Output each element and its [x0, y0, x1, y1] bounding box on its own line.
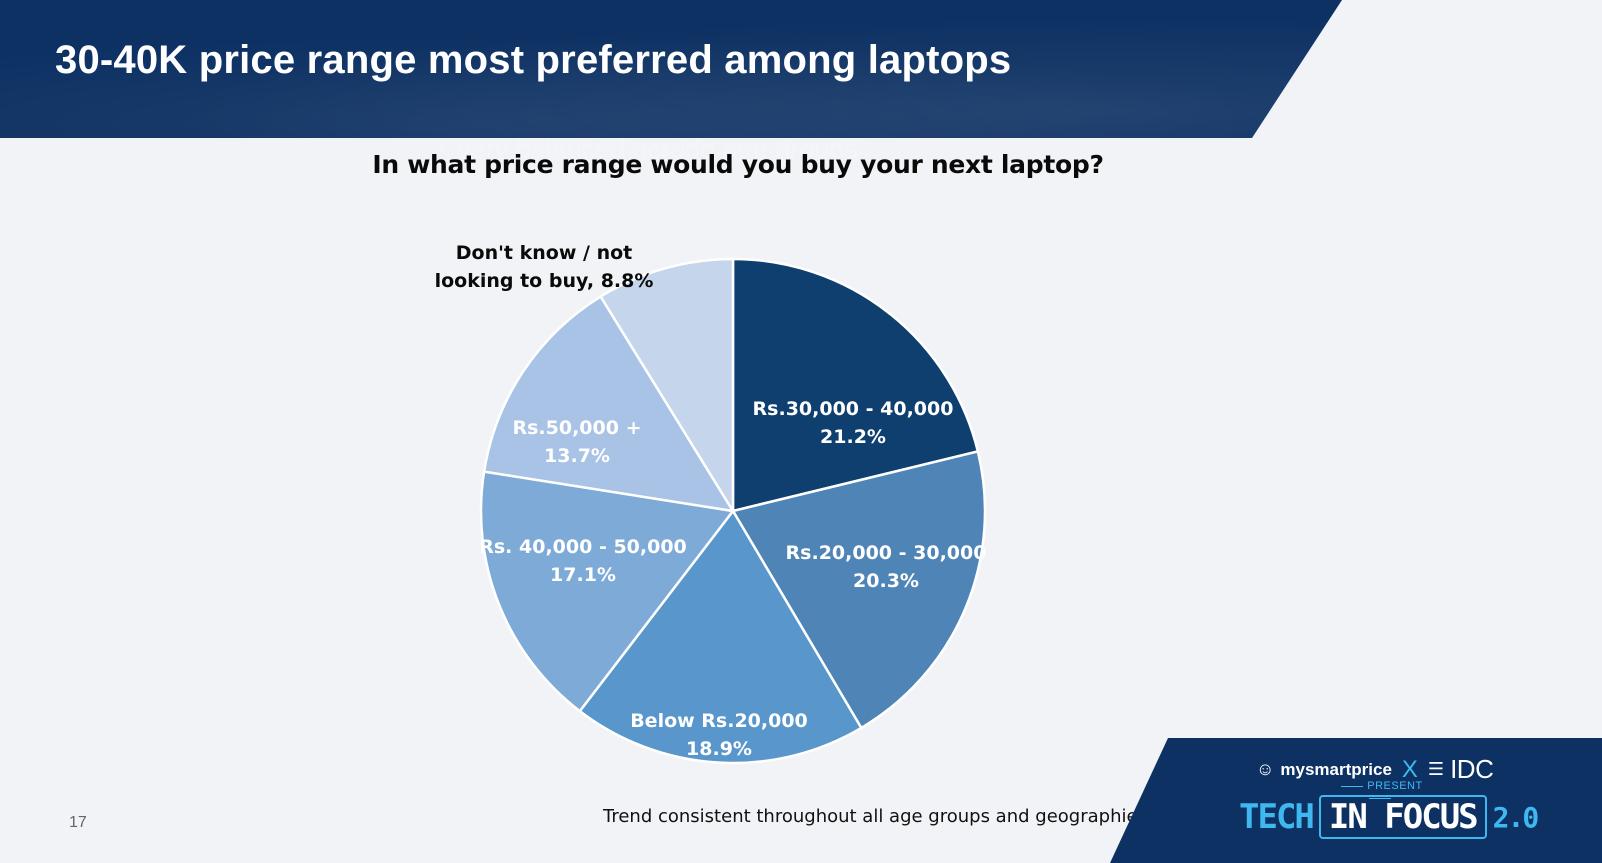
partner1-name: mysmartprice	[1280, 759, 1392, 779]
slice-label-line: Rs.30,000 - 40,000	[753, 398, 954, 420]
tech-in-focus-logo: TECH IN FOCUS 2.0	[1239, 795, 1540, 839]
slice-label-line: 18.9%	[686, 738, 752, 760]
slice-label-line: 20.3%	[853, 570, 919, 592]
pie-slice-3	[479, 470, 736, 713]
slide-title: 30-40K price range most preferred among …	[55, 38, 1012, 82]
slice-label-line: looking to buy, 8.8%	[435, 270, 654, 292]
pie-slice-4	[482, 294, 736, 513]
ghost-bullet-text: • Very balanced acrodd age groups	[437, 134, 858, 164]
slice-label-line: Rs.20,000 - 30,000	[786, 542, 987, 564]
page-number: 17	[69, 814, 87, 831]
footer-note: Trend consistent throughout all age grou…	[603, 806, 1147, 827]
idc-globe-icon: ☰	[1427, 759, 1445, 779]
chart-title: In what price range would you buy your n…	[372, 150, 1104, 179]
slice-label-line: 13.7%	[544, 445, 610, 467]
slice-label-line: Below Rs.20,000	[630, 710, 808, 732]
pie-slice-0	[731, 257, 980, 513]
pie-slice-1	[731, 449, 987, 730]
slice-label-line: 21.2%	[820, 426, 886, 448]
slice-label-line: Rs. 40,000 - 50,000	[479, 536, 687, 558]
present-label: PRESENT	[1330, 780, 1430, 804]
version-label: 2.0	[1492, 800, 1540, 834]
slice-label-4: Rs.50,000 + 13.7%	[512, 417, 641, 467]
tech-word: TECH	[1239, 797, 1315, 837]
slice-label-line: Don't know / not	[456, 242, 632, 264]
slice-label-3: Rs. 40,000 - 50,000 17.1%	[479, 536, 687, 586]
partner-separator: X	[1401, 755, 1418, 783]
pie-slice-5	[598, 257, 735, 516]
brand-row: ☺ mysmartprice X ☰ IDC	[1256, 754, 1494, 785]
slice-label-line: Rs.50,000 +	[512, 417, 641, 439]
header-band	[0, 0, 1342, 138]
slice-label-2: Below Rs.20,000 18.9%	[630, 710, 808, 760]
slice-label-0: Rs.30,000 - 40,000 21.2%	[753, 398, 954, 448]
pie-slice-2	[578, 508, 863, 765]
slice-label-1: Rs.20,000 - 30,000 20.3%	[786, 542, 987, 592]
owl-logo-icon: ☺	[1256, 759, 1275, 779]
slice-label-5: Don't know / not looking to buy, 8.8%	[435, 242, 654, 292]
partner2-name: IDC	[1450, 754, 1494, 784]
in-focus-box: IN FOCUS	[1318, 795, 1487, 839]
slice-label-line: 17.1%	[550, 564, 616, 586]
